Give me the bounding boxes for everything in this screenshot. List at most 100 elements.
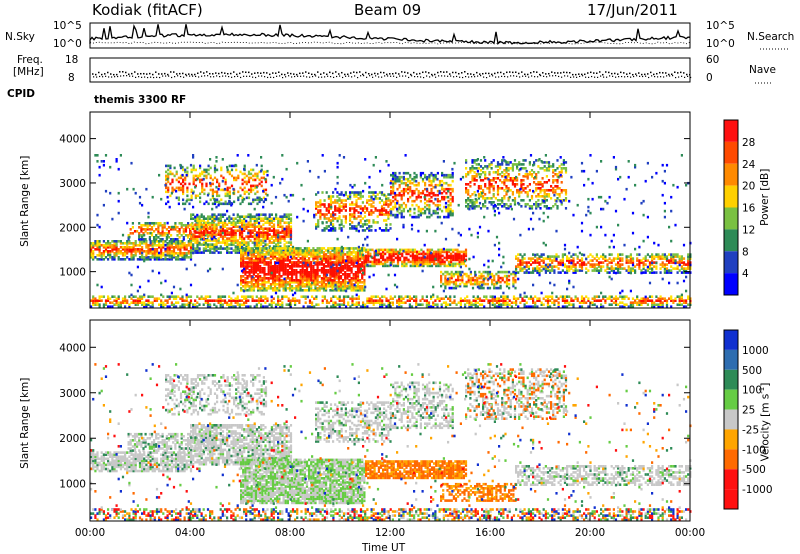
power-cell [263, 289, 266, 292]
power-cell [221, 237, 225, 240]
power-cell [424, 209, 427, 213]
power-cell [537, 181, 540, 184]
power-cell [496, 199, 500, 202]
power-cell [232, 219, 235, 222]
power-cell [337, 273, 340, 276]
power-cell [445, 248, 448, 252]
power-cell [443, 256, 446, 260]
power-cell [359, 197, 362, 200]
power-cell [509, 177, 512, 180]
power-cell [207, 227, 210, 230]
power-cell [286, 283, 289, 286]
power-cell [301, 279, 304, 282]
power-cell [384, 248, 387, 252]
power-cell [177, 246, 180, 249]
power-cell [332, 223, 335, 226]
power-cell [211, 229, 214, 232]
nave-point [525, 75, 527, 77]
power-cell [444, 276, 447, 280]
power-cell [417, 193, 420, 197]
power-cell [117, 250, 120, 253]
power-cell [392, 195, 395, 199]
power-cell [552, 165, 555, 168]
power-cell [124, 250, 127, 253]
freq-point [593, 72, 595, 74]
power-cell [550, 185, 553, 188]
power-cell [262, 200, 265, 204]
freq-point [608, 71, 610, 74]
power-cell [192, 168, 195, 172]
power-cell [295, 285, 298, 288]
power-cell [253, 215, 256, 218]
power-cell [473, 167, 476, 170]
power-cell [278, 249, 281, 252]
power-cell [430, 179, 433, 183]
power-cell [445, 209, 448, 213]
power-cell [476, 282, 479, 286]
power-cell [490, 201, 493, 204]
power-cell [438, 199, 442, 203]
power-cell [277, 237, 280, 240]
power-cell [230, 217, 233, 220]
power-cell [374, 195, 377, 198]
power-cell [198, 251, 201, 254]
power-cell [270, 237, 273, 240]
power-cell [168, 242, 171, 245]
power-cell [334, 209, 337, 212]
nave-point [435, 76, 437, 78]
power-cell [507, 173, 510, 176]
power-cell [348, 265, 351, 268]
power-cell [134, 242, 137, 245]
power-cell [359, 225, 362, 228]
power-cell [524, 205, 527, 208]
power-cell [593, 257, 596, 260]
power-cell [230, 229, 233, 232]
power-cell [224, 219, 227, 222]
power-cell [262, 223, 265, 226]
power-cell [334, 217, 337, 220]
power-cell [535, 195, 538, 198]
power-cell [142, 232, 145, 235]
power-cell [179, 258, 182, 261]
power-cell [359, 289, 362, 292]
power-cell [456, 254, 459, 258]
power-cell [501, 276, 504, 280]
power-cell [543, 165, 546, 168]
power-cell [447, 213, 450, 217]
power-cell [274, 287, 277, 290]
power-cell [402, 215, 405, 219]
power-cell [192, 243, 195, 246]
power-cell [146, 224, 149, 227]
power-cell [315, 205, 318, 208]
power-cell [167, 164, 170, 168]
power-cell [400, 197, 403, 201]
power-cell [346, 247, 349, 250]
power-cell [479, 169, 483, 172]
freq-point [689, 73, 691, 76]
power-cell [376, 197, 379, 200]
power-cell [268, 233, 271, 236]
power-cell [314, 263, 317, 266]
power-cell [262, 213, 265, 216]
power-cell [442, 272, 445, 276]
power-cell [269, 283, 272, 286]
power-cell [369, 248, 372, 252]
freq-point [638, 72, 640, 74]
power-cell [312, 281, 315, 284]
power-cell [167, 226, 171, 229]
power-cell [254, 184, 257, 188]
power-cell [315, 213, 318, 216]
power-cell [204, 249, 208, 252]
power-cell [263, 253, 266, 256]
nave-point [399, 75, 401, 77]
power-cell [424, 193, 427, 197]
freq-point [95, 73, 97, 76]
power-cell [213, 229, 216, 232]
power-cell [486, 165, 489, 168]
power-cell [436, 211, 439, 215]
power-cell [190, 215, 193, 218]
power-cell [357, 205, 360, 208]
power-cell [507, 187, 510, 190]
power-cell [250, 188, 253, 192]
power-cell [207, 223, 210, 226]
